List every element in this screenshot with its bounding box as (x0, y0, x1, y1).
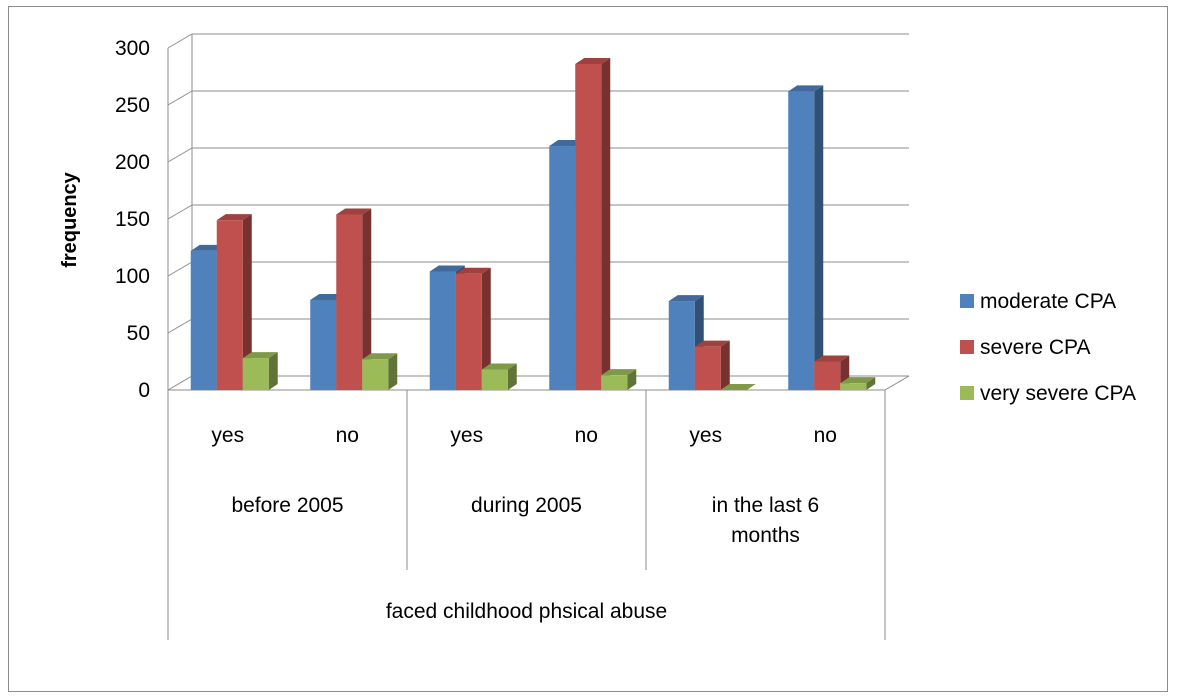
bar-top (601, 369, 637, 376)
bars (190, 57, 876, 391)
bar-side (627, 369, 637, 390)
x-tick-label: no (575, 424, 598, 447)
bar-front (310, 299, 337, 390)
gridline-side (167, 204, 193, 220)
bar-top (216, 214, 252, 221)
bar-top (840, 377, 876, 384)
x-axis-categories: yes no yes no yes no before 2005 during 2005 in … (167, 390, 886, 640)
bar-side (481, 267, 491, 390)
bar-front (694, 346, 721, 390)
bar-top (481, 363, 517, 370)
bar-front (549, 146, 576, 390)
bar-severe-cpa (336, 208, 372, 390)
bar-severe-cpa (694, 340, 730, 390)
gridline-side (167, 147, 193, 163)
x-group-label: in the last 6 months (712, 494, 819, 547)
y-tick-label: 150 (115, 208, 150, 231)
bar-severe-cpa (575, 57, 611, 391)
y-axis-label: frequency (59, 171, 81, 267)
bar-front (336, 214, 363, 390)
legend-label: very severe CPA (980, 382, 1136, 405)
bar-very-severe-cpa (362, 353, 398, 390)
bar-side (268, 352, 278, 390)
x-tick-label: yes (211, 424, 244, 447)
gridline-side (167, 33, 193, 49)
y-tick-label: 200 (115, 151, 150, 174)
legend-swatch (960, 294, 974, 308)
bar-front (840, 383, 867, 390)
bar-front (455, 273, 482, 390)
bar-top (720, 384, 756, 390)
legend-label: moderate CPA (980, 290, 1116, 313)
bar-front (242, 358, 269, 390)
bar-front (481, 369, 508, 390)
x-top-group-label: faced childhood phsical abuse (386, 600, 667, 623)
bar-side (814, 85, 824, 390)
bar-top (788, 85, 824, 92)
y-tick-label: 300 (115, 37, 150, 60)
bar-severe-cpa (455, 267, 491, 390)
bar-top (242, 352, 278, 359)
bar-side (362, 208, 372, 390)
bar-top (455, 267, 491, 274)
bar-severe-cpa (216, 214, 252, 390)
y-tick-label: 250 (115, 94, 150, 117)
gridline-side (167, 261, 193, 277)
x-group-label: during 2005 (471, 494, 582, 517)
y-axis-ticks: 0 50 100 150 200 250 300 (115, 37, 150, 402)
gridline-side (167, 375, 193, 391)
bar-top (694, 340, 730, 347)
x-group-label: before 2005 (231, 494, 343, 517)
bar-side (601, 57, 611, 391)
bar-top (575, 57, 611, 64)
gridline-side (167, 318, 193, 334)
x-tick-label: yes (689, 424, 722, 447)
x-group-label-line: during 2005 (471, 494, 582, 517)
bar-side (242, 214, 252, 390)
bar-front (788, 91, 815, 390)
floor-side (884, 375, 910, 391)
x-tick-label: no (814, 424, 837, 447)
y-tick-label: 50 (127, 322, 150, 345)
gridline-side (167, 90, 193, 106)
bar-side (866, 377, 876, 390)
legend-swatch (960, 386, 974, 400)
bar-very-severe-cpa (481, 363, 517, 390)
bar-top (336, 208, 372, 215)
bar-front (601, 375, 628, 390)
bar-moderate-cpa (788, 85, 824, 390)
bar-front (668, 301, 695, 390)
y-tick-label: 100 (115, 265, 150, 288)
bar-front (362, 359, 389, 390)
bar-top (429, 265, 465, 272)
x-group-label-line: before 2005 (231, 494, 343, 517)
x-tick-label: no (336, 424, 359, 447)
bar-top (362, 353, 398, 360)
bar-very-severe-cpa (840, 377, 876, 390)
bar-side (720, 340, 730, 390)
bar-very-severe-cpa (720, 384, 756, 390)
bar-front (216, 220, 243, 390)
bar-top (668, 295, 704, 302)
bar-front (429, 271, 456, 390)
legend-label: severe CPA (980, 336, 1091, 359)
y-tick-label: 0 (138, 379, 150, 402)
legend: moderate CPA severe CPA very severe CPA (960, 290, 1136, 405)
x-tick-label: yes (450, 424, 483, 447)
bar-top (814, 355, 850, 362)
x-group-label-line: in the last 6 (712, 494, 819, 517)
bar-front (575, 63, 602, 391)
chart-frame (8, 6, 1168, 692)
bar-front (814, 361, 841, 390)
bar-side (507, 363, 517, 390)
bar-side (388, 353, 398, 390)
bar-very-severe-cpa (242, 352, 278, 390)
x-group-label-line: months (731, 524, 800, 547)
bar-front (190, 250, 217, 390)
bar-very-severe-cpa (601, 369, 637, 390)
legend-swatch (960, 340, 974, 354)
